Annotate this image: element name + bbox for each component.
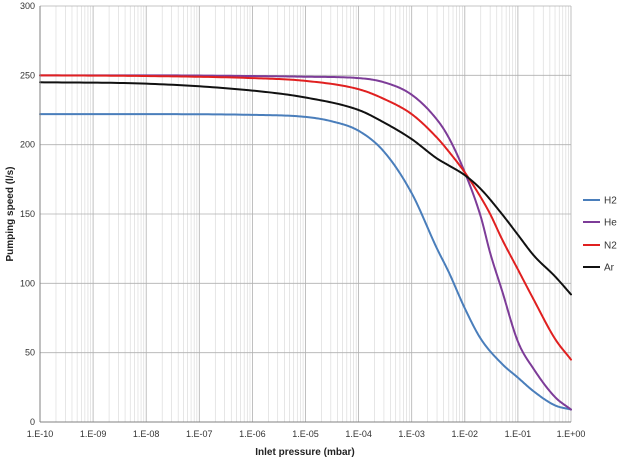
- y-tick-label: 300: [20, 1, 35, 11]
- legend: H2 He N2 Ar: [583, 196, 617, 274]
- y-tick-label: 200: [20, 140, 35, 150]
- legend-item-ar: Ar: [583, 263, 615, 274]
- x-tick-label: 1.E-10: [27, 429, 54, 439]
- y-tick-labels: 0 50 100 150 200 250 300: [20, 1, 35, 427]
- y-tick-label: 50: [25, 348, 35, 358]
- y-tick-label: 250: [20, 70, 35, 80]
- y-tick-label: 0: [30, 417, 35, 427]
- x-tick-label: 1.E-03: [398, 429, 425, 439]
- legend-label: H2: [604, 196, 617, 207]
- series-line-h2: [39, 113, 572, 411]
- y-axis-title: Pumping speed (l/s): [5, 166, 16, 261]
- series-line-ar: [39, 81, 572, 296]
- x-tick-label: 1.E-04: [345, 429, 372, 439]
- y-tick-label: 100: [20, 278, 35, 288]
- legend-item-he: He: [583, 218, 617, 229]
- x-tick-label: 1.E-08: [133, 429, 160, 439]
- x-tick-label: 1.E-05: [292, 429, 319, 439]
- x-tick-label: 1.E-01: [505, 429, 532, 439]
- x-tick-label: 1.E-06: [239, 429, 266, 439]
- x-tick-label: 1.E-02: [452, 429, 479, 439]
- x-tick-label: 1.E+00: [557, 429, 586, 439]
- series-line-n2: [39, 74, 572, 361]
- series-line-he: [39, 74, 572, 411]
- x-tick-label: 1.E-09: [80, 429, 107, 439]
- legend-label: N2: [604, 241, 617, 252]
- series-lines: [39, 74, 572, 411]
- legend-item-h2: H2: [583, 196, 617, 207]
- x-tick-labels: 1.E-10 1.E-09 1.E-08 1.E-07 1.E-06 1.E-05 1.E-…: [27, 429, 586, 439]
- x-axis-title: Inlet pressure (mbar): [255, 447, 354, 458]
- x-tick-label: 1.E-07: [186, 429, 213, 439]
- legend-label: Ar: [604, 263, 615, 274]
- legend-item-n2: N2: [583, 241, 617, 252]
- legend-label: He: [604, 218, 617, 229]
- y-tick-label: 150: [20, 209, 35, 219]
